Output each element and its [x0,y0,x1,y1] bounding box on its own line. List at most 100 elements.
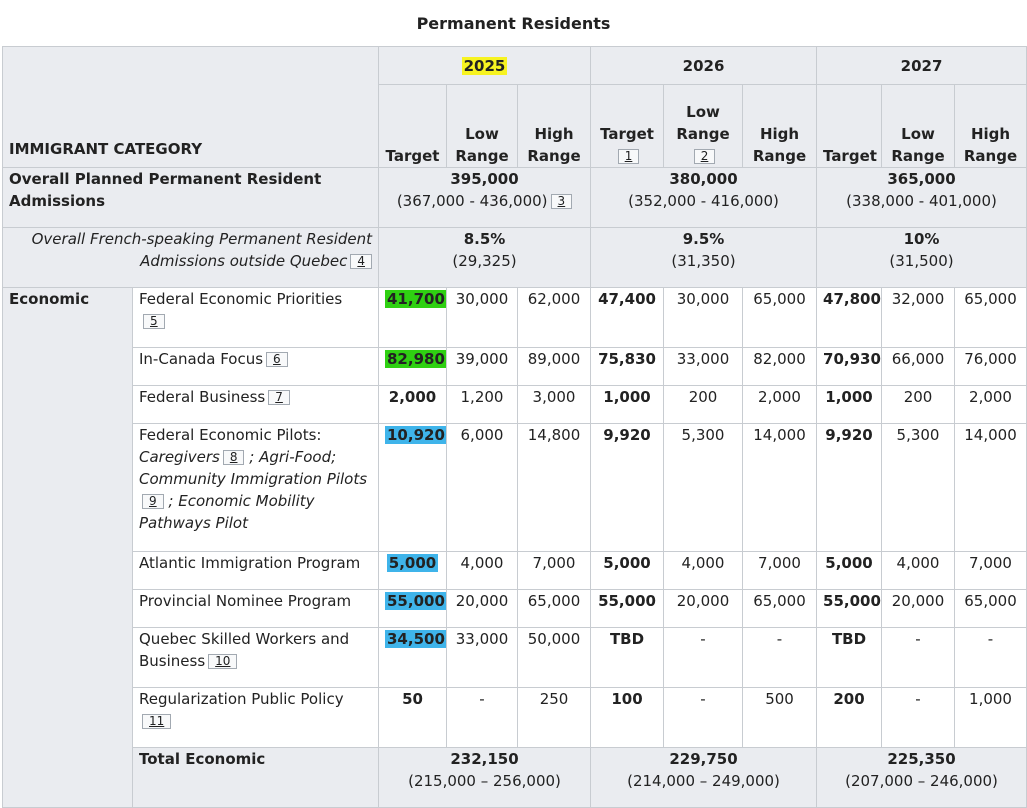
footnote-link[interactable]: 10 [208,654,238,669]
total-economic-label: Total Economic [132,747,379,808]
table-caption: Permanent Residents [416,14,611,33]
highlighted-value: 5,000 [386,554,439,572]
table-row: Regularization Public Policy11 50 - 250 … [3,687,1027,748]
summary-cell: 8.5% (29,325) [377,227,592,288]
cell: 9,920 [816,423,883,552]
summary-range: (352,000 - 416,000) [628,192,779,210]
permanent-residents-table: IMMIGRANT CATEGORY 2025 2026 2027 Target… [2,46,1027,808]
cell: 14,800 [516,423,592,552]
footnote-link[interactable]: 3 [550,194,573,209]
cell: - [742,627,818,688]
cell: 7,000 [954,551,1027,590]
summary-value: 9.5% [682,230,725,248]
cell-target-2025: 55,000 [378,589,447,628]
cell: - [663,627,744,688]
footnote-link[interactable]: 7 [268,390,290,405]
highlighted-value: 10,920 [385,426,446,444]
summary-value: 365,000 [887,170,956,188]
cell: 65,000 [954,589,1027,628]
cell: 1,200 [446,385,518,424]
cell: TBD [816,627,883,688]
cell: 66,000 [881,347,956,386]
row-label: Provincial Nominee Program [132,589,379,628]
cell: 30,000 [663,287,744,348]
footnote-link[interactable]: 5 [143,314,165,329]
cell: 20,000 [663,589,744,628]
summary-range: (214,000 – 249,000) [627,772,780,790]
cell: 55,000 [590,589,665,628]
cell: 1,000 [816,385,883,424]
row-label-text: Federal Economic Priorities [139,290,343,308]
summary-cell: 365,000 (338,000 - 401,000) [816,167,1027,228]
cell: 70,930 [816,347,883,386]
col-low-range: Low Range 2 [663,84,744,168]
cell: 5,000 [816,551,883,590]
cell: - [881,687,956,748]
footnote-link[interactable]: 1 [617,149,640,164]
footnote-link[interactable]: 4 [350,254,372,269]
row-label: Federal Business 7 [132,385,379,424]
footnote-link[interactable]: 2 [693,149,716,164]
cell: 14,000 [742,423,818,552]
col-low-range: Low Range [881,84,956,168]
year-label: 2025 [461,56,508,75]
cell-target-2025: 41,700 [378,287,447,348]
cell: 55,000 [816,589,883,628]
cell: 250 [516,687,592,748]
row-label: In-Canada Focus 6 [132,347,379,386]
cell: - [446,687,518,748]
french-label: Overall French-speaking Permanent Reside… [2,227,379,288]
col-high-range: High Range [954,84,1027,168]
cell: 39,000 [446,347,518,386]
cell: TBD [590,627,665,688]
cell: 32,000 [881,287,956,348]
row-label: Regularization Public Policy 11 [132,687,379,748]
year-header-2025: 2025 [377,46,592,85]
footnote-link[interactable]: 8 [222,450,245,465]
col-low-range: Low Range [446,84,518,168]
footnote-link[interactable]: 11 [142,714,172,729]
cell-target-2025: 34,500 [378,627,447,688]
cell: 20,000 [881,589,956,628]
highlighted-value: 82,980 [385,350,446,368]
cell: - [881,627,956,688]
low-range-label: Low Range [676,103,730,143]
summary-range: (338,000 - 401,000) [846,192,997,210]
cell: 200 [816,687,883,748]
immigrant-category-header: IMMIGRANT CATEGORY [2,46,379,168]
overall-label: Overall Planned Permanent Resident Admis… [2,167,379,228]
cell: - [954,627,1027,688]
col-target: Target [378,84,447,168]
cell: 5,000 [590,551,665,590]
cell: 89,000 [516,347,592,386]
table-row: Quebec Skilled Workers and Business 10 34… [3,627,1027,688]
cell: 62,000 [516,287,592,348]
summary-value: 232,150 [450,750,519,768]
col-high-range: High Range [742,84,818,168]
summary-cell: 380,000 (352,000 - 416,000) [590,167,818,228]
cell: 47,800 [816,287,883,348]
cell: 50 [378,687,447,748]
overall-label-text: Overall Planned Permanent Resident Admis… [9,170,322,210]
summary-range: (207,000 – 246,000) [845,772,998,790]
community-text: Community Immigration Pilots [139,470,368,488]
cell: 65,000 [516,589,592,628]
footnote-link[interactable]: 6 [266,352,288,367]
summary-range: (367,000 - 436,000) [396,192,548,210]
summary-range: (215,000 – 256,000) [408,772,561,790]
cell: 33,000 [663,347,744,386]
summary-cell: 229,750 (214,000 – 249,000) [590,747,818,808]
col-high-range: High Range [516,84,592,168]
row-label-text: Quebec Skilled Workers and Business [139,630,350,670]
cell: 30,000 [446,287,518,348]
cell: 7,000 [516,551,592,590]
summary-value: 229,750 [669,750,738,768]
cell: 20,000 [446,589,518,628]
footnote-link[interactable]: 9 [142,494,164,509]
col-target: Target 1 [590,84,665,168]
mobility-text: ; Economic Mobility Pathways Pilot [139,492,315,532]
summary-cell: 10% (31,500) [816,227,1027,288]
row-label-text: Regularization Public Policy [139,690,344,708]
table-row: Provincial Nominee Program 55,000 20,000… [3,589,1027,628]
table-row: Atlantic Immigration Program 5,000 4,000… [3,551,1027,590]
